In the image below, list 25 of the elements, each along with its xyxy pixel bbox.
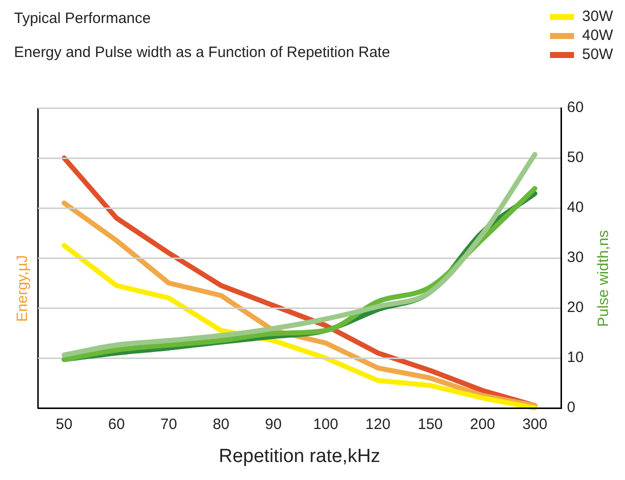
- y2-axis-title: Pulse width,ns: [594, 230, 612, 326]
- legend-label: 50W: [582, 46, 613, 63]
- y2-tick-label: 20: [567, 299, 584, 316]
- y-axis-title: Energy,µJ: [14, 254, 31, 322]
- y2-tick-label: 50: [567, 149, 584, 166]
- x-tick-label: 120: [365, 416, 390, 434]
- x-tick-label: 50: [56, 416, 72, 434]
- chart-title: Typical Performance: [14, 10, 151, 27]
- legend-label: 40W: [582, 27, 613, 44]
- y2-tick-label: 10: [567, 349, 584, 366]
- x-tick-label: 100: [313, 416, 338, 434]
- x-tick-label: 90: [265, 416, 282, 434]
- x-tick-label: 200: [470, 416, 496, 434]
- legend-label: 30W: [582, 8, 613, 25]
- y2-tick-label: 40: [567, 199, 584, 216]
- x-axis-title: Repetition rate,kHz: [218, 446, 380, 467]
- x-tick-label: 60: [108, 416, 125, 434]
- y2-tick-label: 30: [567, 249, 584, 266]
- y2-tick-label: 0: [567, 399, 576, 416]
- x-tick-label: 300: [522, 416, 548, 434]
- y2-tick-label: 60: [567, 99, 584, 116]
- chart-subtitle: Energy and Pulse width as a Function of Repetition Rate: [14, 44, 390, 61]
- x-tick-label: 80: [212, 416, 230, 434]
- x-tick-label: 70: [160, 416, 178, 434]
- x-tick-label: 150: [418, 416, 443, 434]
